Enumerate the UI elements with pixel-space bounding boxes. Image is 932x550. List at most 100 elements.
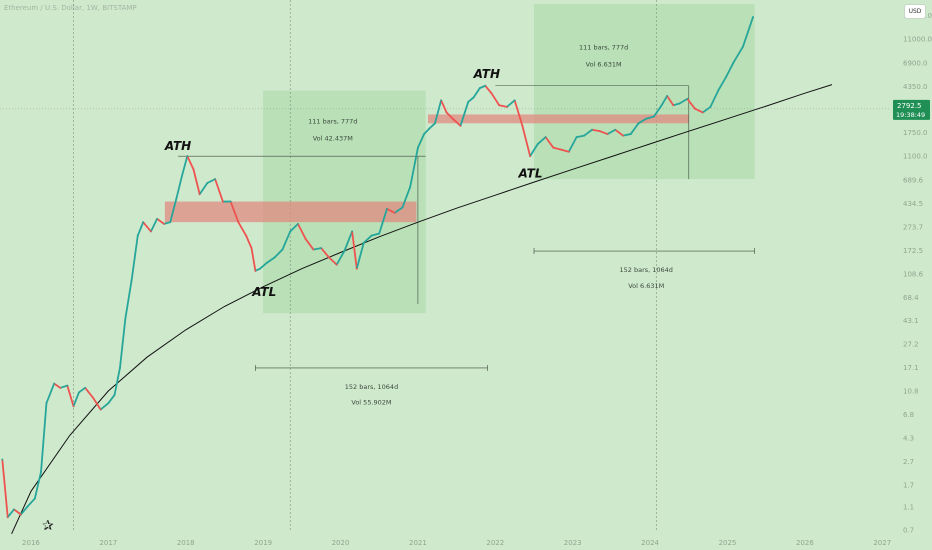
- x-tick-label: 2022: [486, 539, 504, 547]
- price-segment: [119, 317, 127, 369]
- y-tick-label: 434.5: [903, 200, 923, 208]
- price-segment: [266, 256, 276, 264]
- price-segment: [156, 217, 165, 225]
- price-segment: [678, 97, 689, 105]
- price-point: [498, 104, 501, 107]
- bar-countdown-label: 19:38:49: [896, 111, 925, 119]
- ath-label-1: ATH: [164, 139, 191, 153]
- price-segment: [370, 232, 381, 237]
- price-point: [393, 212, 396, 214]
- price-point: [660, 104, 663, 107]
- price-segment: [237, 221, 248, 237]
- y-tick-label: 27.2: [903, 341, 919, 349]
- price-point: [6, 516, 9, 519]
- price-point: [567, 150, 570, 153]
- price-point: [362, 241, 365, 244]
- price-point: [637, 122, 640, 125]
- price-segment: [445, 111, 454, 120]
- price-point: [335, 263, 338, 266]
- price-point: [355, 267, 358, 270]
- price-segment: [343, 230, 354, 252]
- ath-label-2: ATH: [473, 67, 500, 81]
- price-segment: [297, 222, 307, 240]
- price-point: [378, 232, 381, 235]
- x-tick-label: 2026: [796, 539, 814, 547]
- price-segment: [393, 206, 404, 214]
- price-point: [124, 317, 127, 320]
- price-point: [351, 230, 354, 233]
- support-band-2: [427, 114, 689, 124]
- price-point: [717, 89, 720, 92]
- price-segment: [6, 508, 15, 519]
- y-tick-label: 108.6: [903, 270, 924, 278]
- price-segment: [304, 238, 315, 251]
- price-point: [591, 128, 593, 131]
- x-tick-label: 2019: [254, 539, 272, 547]
- price-segment: [66, 384, 75, 408]
- price-segment: [598, 130, 609, 135]
- price-point: [254, 269, 257, 272]
- x-tick-label: 2021: [409, 539, 427, 547]
- price-point: [84, 386, 87, 389]
- price-point: [259, 267, 261, 270]
- price-point: [113, 394, 116, 396]
- price-segment: [99, 402, 110, 411]
- price-point: [66, 384, 69, 387]
- price-point: [40, 470, 42, 473]
- price-segment: [484, 84, 493, 95]
- price-point: [206, 181, 209, 184]
- price-point: [417, 146, 419, 149]
- price-point: [672, 104, 675, 107]
- price-point: [169, 221, 172, 224]
- price-segment: [409, 146, 419, 188]
- price-point: [701, 111, 704, 114]
- price-point: [1, 458, 4, 461]
- price-segment: [513, 99, 524, 127]
- price-point: [186, 155, 189, 158]
- price-segment: [113, 367, 121, 396]
- last-price-badge: [893, 99, 930, 120]
- price-segment: [529, 143, 539, 158]
- price-segment: [498, 104, 508, 108]
- price-segment: [606, 128, 617, 135]
- cycle1-bottom-bars: 152 bars, 1064d: [345, 383, 398, 391]
- price-segment: [717, 76, 727, 92]
- price-segment: [312, 247, 323, 251]
- price-segment: [536, 136, 547, 145]
- x-tick-label: 2024: [641, 539, 659, 547]
- price-point: [142, 221, 145, 224]
- price-segment: [136, 221, 145, 237]
- currency-button[interactable]: USD: [904, 4, 926, 19]
- price-segment: [467, 96, 475, 103]
- price-point: [214, 178, 217, 181]
- price-point: [490, 92, 493, 95]
- cycle2-top-bars: 111 bars, 777d: [579, 43, 628, 51]
- price-point: [312, 248, 315, 251]
- price-segment: [26, 497, 36, 508]
- price-point: [19, 513, 22, 516]
- cycle1-top-bars: 111 bars, 777d: [308, 117, 357, 125]
- price-point: [666, 95, 669, 97]
- price-segment: [732, 45, 744, 64]
- price-segment: [45, 382, 56, 405]
- y-tick-label: 1100.0: [903, 153, 928, 161]
- price-point: [529, 155, 532, 158]
- price-point: [409, 186, 412, 188]
- price-segment: [686, 97, 696, 110]
- price-point: [156, 217, 159, 220]
- price-segment: [637, 117, 648, 125]
- price-point: [428, 127, 431, 130]
- price-point: [686, 97, 689, 100]
- y-tick-label: 172.5: [903, 247, 923, 255]
- price-segment: [186, 155, 195, 171]
- price-point: [343, 250, 346, 252]
- atl-label-2: ATL: [518, 167, 543, 181]
- price-point: [653, 115, 655, 118]
- price-point: [506, 106, 508, 108]
- price-segment: [192, 168, 201, 196]
- price-segment: [660, 95, 669, 107]
- price-point: [606, 133, 609, 135]
- price-segment: [124, 279, 133, 320]
- price-segment: [694, 107, 704, 114]
